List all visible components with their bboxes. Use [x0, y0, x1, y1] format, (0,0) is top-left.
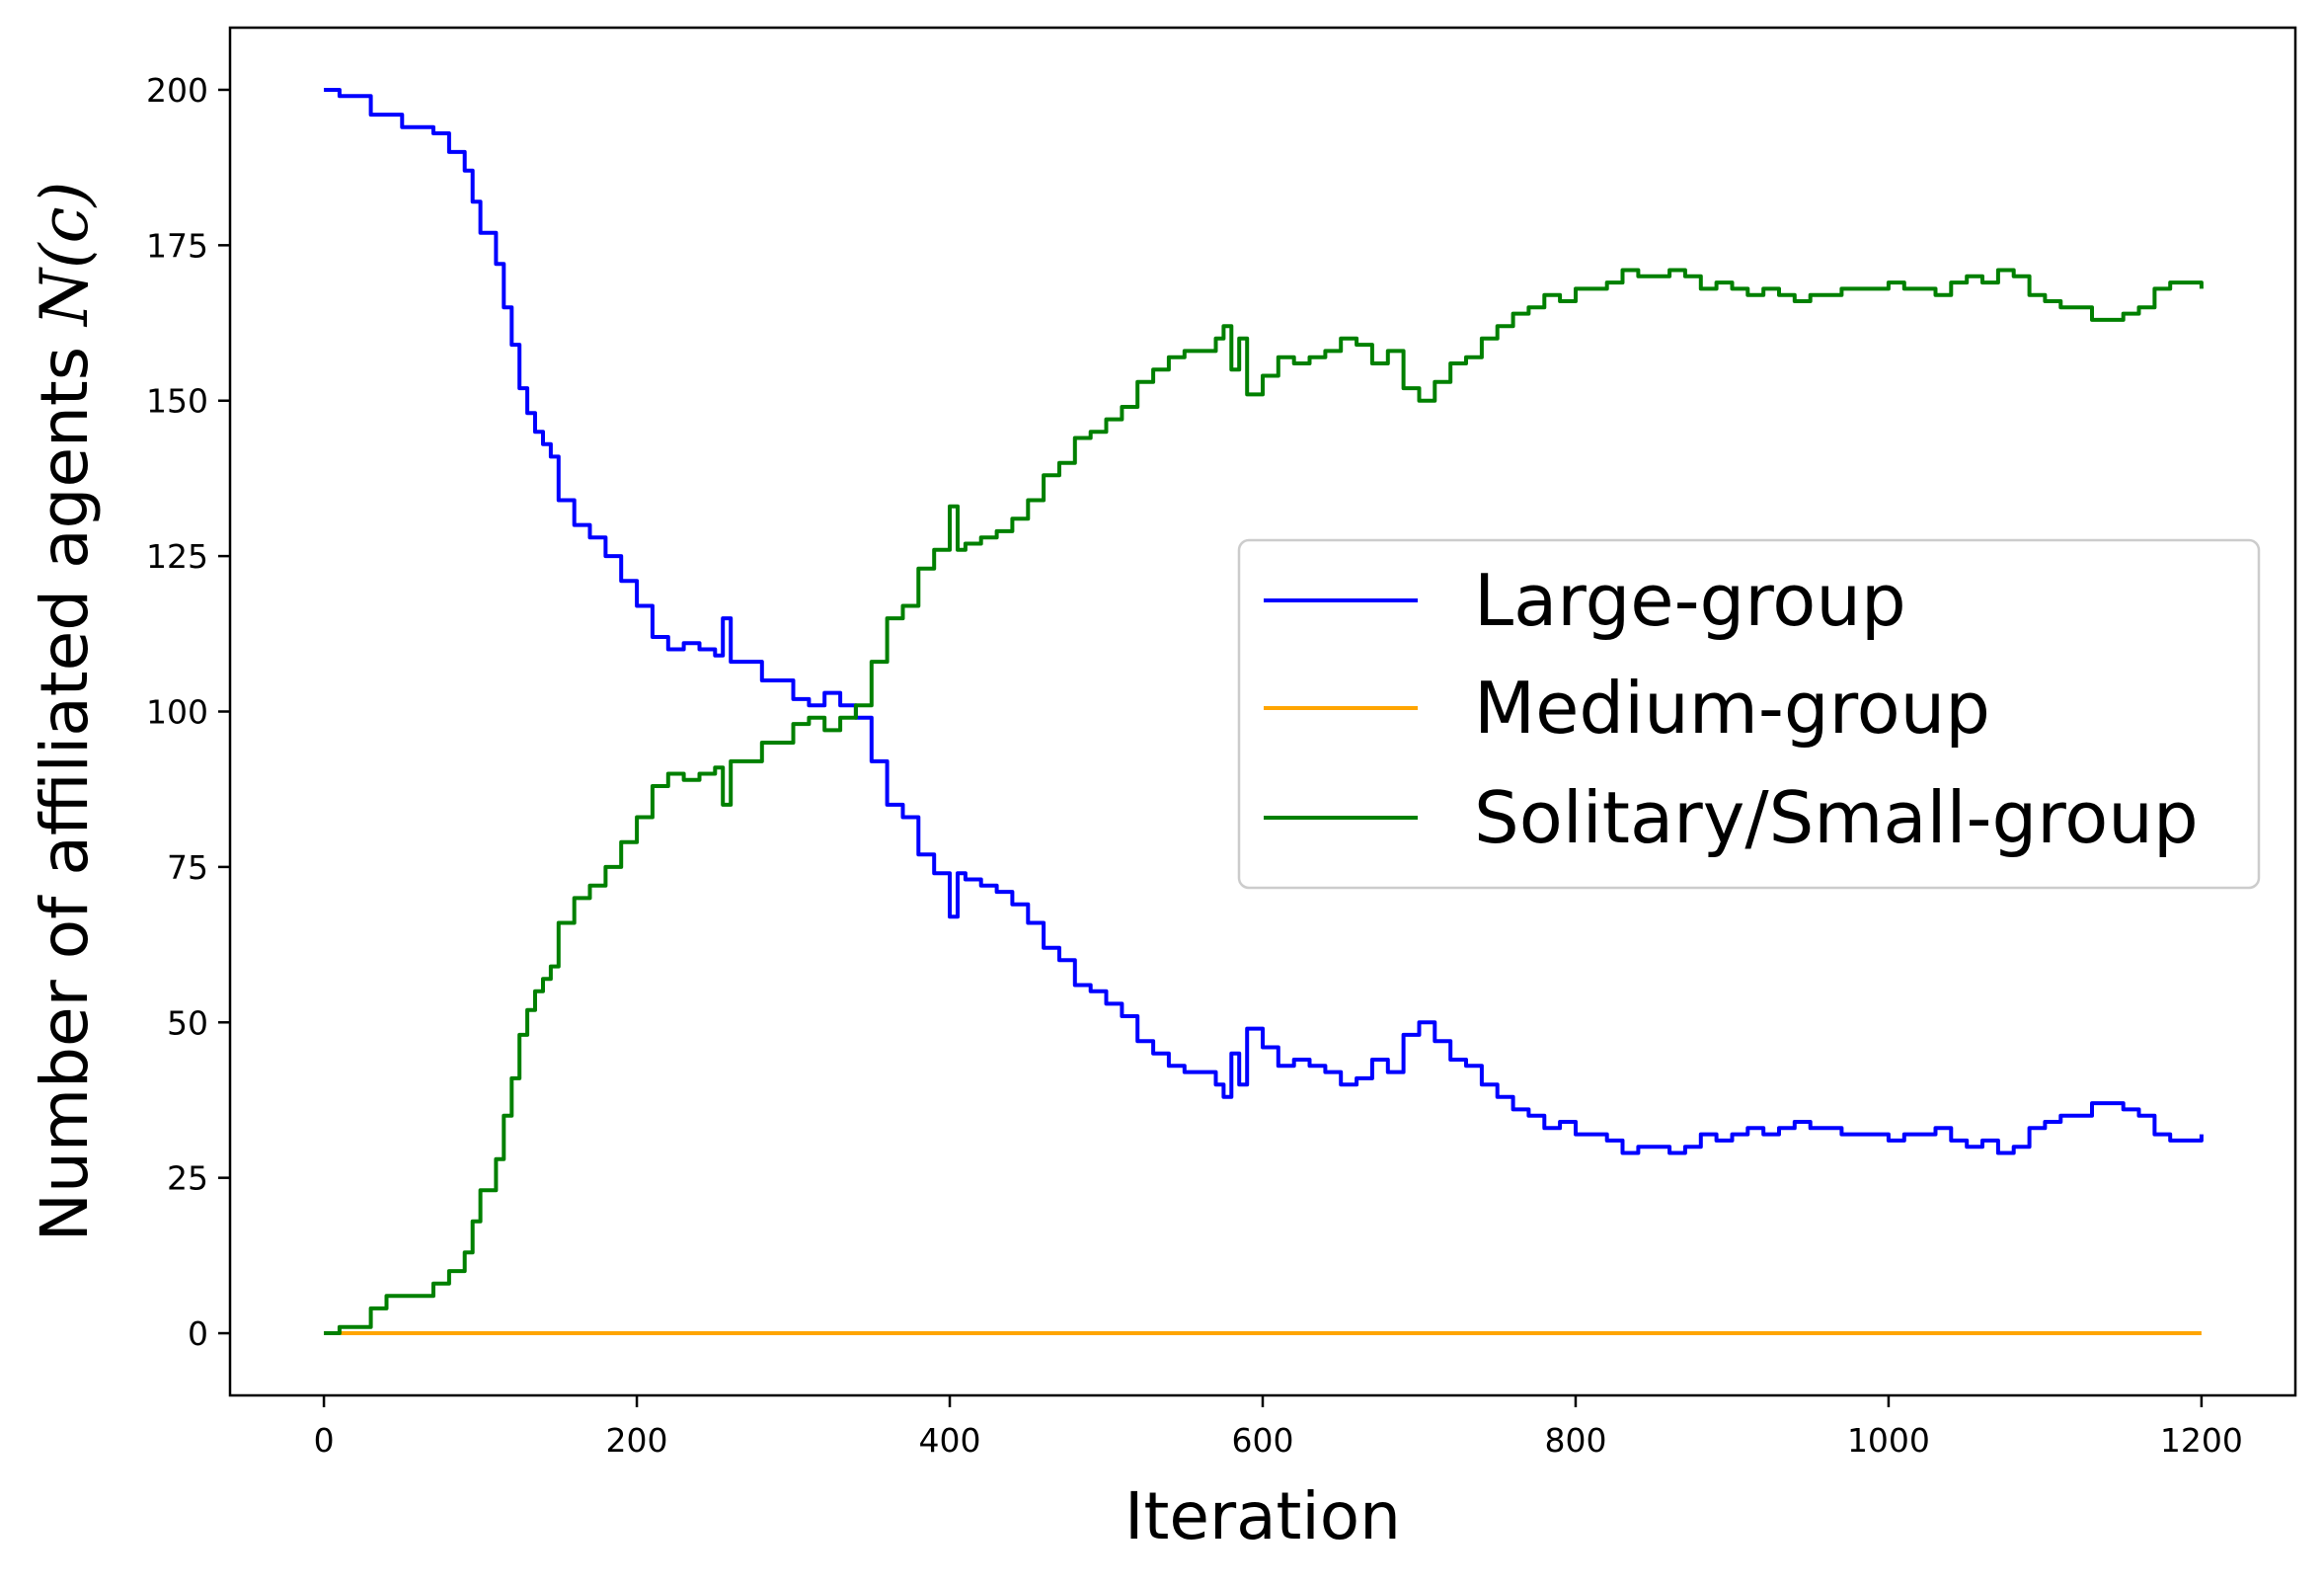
y-axis-label-text: Number of affiliated agents [27, 326, 103, 1241]
y-tick-label: 175 [146, 226, 208, 265]
series-line-large-group [324, 88, 2204, 1155]
y-tick-label: 100 [146, 693, 208, 732]
y-tick-label: 25 [167, 1159, 208, 1198]
y-axis-label-math: N(c) [27, 182, 103, 328]
y-tick-label: 150 [146, 382, 208, 421]
x-tick-label: 800 [1544, 1421, 1606, 1460]
y-tick-label: 0 [188, 1314, 208, 1353]
x-tick-label: 1200 [2160, 1421, 2243, 1460]
legend-label: Solitary/Small-group [1474, 776, 2199, 859]
x-tick-label: 400 [919, 1421, 981, 1460]
x-tick-label: 600 [1232, 1421, 1294, 1460]
legend-label: Medium-group [1474, 667, 1990, 750]
x-axis-label: Iteration [1124, 1478, 1401, 1554]
y-axis: 0 25 50 75 100 125 150 175 200 [146, 71, 230, 1353]
legend: Large-group Medium-group Solitary/Small-gr… [1237, 538, 2261, 890]
series-line-solitary-small-group [324, 268, 2204, 1335]
series-layer [324, 88, 2204, 1335]
y-tick-label: 75 [167, 848, 208, 887]
y-tick-label: 125 [146, 537, 208, 576]
legend-label: Large-group [1474, 559, 1906, 642]
x-tick-label: 200 [606, 1421, 668, 1460]
y-axis-label: Number of affiliated agents N(c) [27, 182, 103, 1242]
legend-box [1237, 538, 2261, 890]
x-tick-label: 0 [314, 1421, 335, 1460]
x-tick-label: 1000 [1847, 1421, 1930, 1460]
x-axis: 0 200 400 600 800 1000 1200 [314, 1395, 2243, 1460]
y-tick-label: 200 [146, 71, 208, 110]
y-tick-label: 50 [167, 1003, 208, 1042]
